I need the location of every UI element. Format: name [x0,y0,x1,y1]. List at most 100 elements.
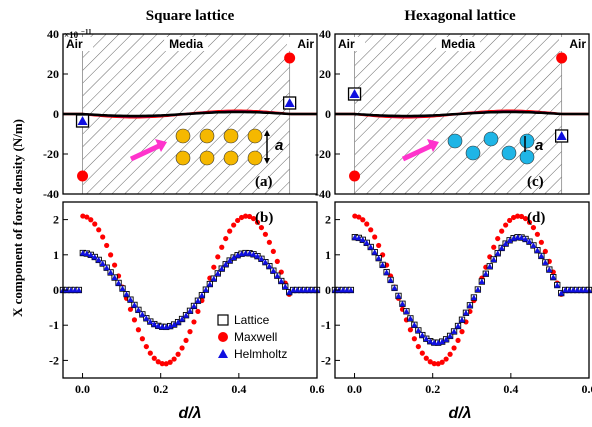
helmholtz-point [478,278,485,285]
maxwell-point [100,234,106,240]
panel-c: Air Media Air a -40 -20 0 20 40 (c) [315,27,590,201]
legend-helmholtz-marker [218,349,228,358]
helmholtz-point [423,335,430,342]
maxwell-point [372,234,378,240]
maxwell-point [419,350,425,356]
maxwell-point [171,356,177,362]
y-tick-label: 20 [47,67,59,81]
maxwell-point [423,355,429,361]
region-label-media: Media [441,37,475,51]
maxwell-point [223,235,229,242]
helmholtz-point [159,323,166,330]
maxwell-point [235,217,241,224]
lattice-particle [199,128,215,144]
helmholtz-point [246,250,253,256]
helmholtz-point [562,287,569,293]
lattice-particle [223,150,239,166]
helmholtz-point [282,283,289,290]
x-axis-label-left: d/λ [178,405,201,422]
helmholtz-point [518,234,525,241]
helmholtz-point [558,290,565,296]
helmholtz-point [294,287,301,293]
helmholtz-point [538,252,545,259]
helmholtz-point [119,285,126,292]
lattice-particle [247,128,263,144]
helmholtz-point [167,323,174,329]
y-tick-label: 20 [319,67,331,81]
helmholtz-point [347,287,354,293]
helmholtz-point [194,297,201,304]
maxwell-point [455,337,461,344]
helmholtz-point [302,287,309,293]
axes-frame [62,33,318,195]
spacing-arrowhead-down [264,158,270,164]
helmholtz-point [506,237,513,243]
helmholtz-point [371,249,378,255]
maxwell-point [258,224,265,231]
region-label-air: Air [297,37,314,51]
panel-d: 0.0 0.2 0.4 0.6 -2 -1 0 1 2 (d) [321,201,592,396]
legend-maxwell-marker [218,332,228,342]
maxwell-point [556,52,568,64]
helmholtz-point [566,287,573,293]
lattice-particle [223,128,239,144]
helmholtz-point [262,259,269,265]
maxwell-point [538,239,544,245]
lattice-particle [465,145,481,161]
maxwell-point [499,228,505,234]
helmholtz-point [115,279,122,286]
helmholtz-point [455,323,462,329]
maxwell-point [451,345,457,351]
maxwell-point [151,355,157,361]
helmholtz-point [391,284,398,291]
y-tick-label: -1 [49,318,59,332]
helmholtz-point [210,275,217,282]
helmholtz-point [254,253,261,259]
maxwell-point [179,345,185,351]
maxwell-point [542,248,548,255]
maxwell-point [518,213,525,220]
helmholtz-point [218,265,225,272]
helmholtz-point [266,263,273,269]
helmholtz-point [470,294,477,301]
helmholtz-point [103,264,110,271]
maxwell-point [443,356,449,362]
lattice-particle [501,145,517,161]
x-tick-label: 0.0 [347,382,362,396]
helmholtz-point [427,338,434,344]
maxwell-point [175,351,181,357]
region-label-bg [436,37,481,51]
helmholtz-point [550,274,557,280]
helmholtz-point [498,244,505,251]
helmholtz-point [351,234,358,240]
y-tick-label: -40 [43,187,59,201]
maxwell-point [435,361,441,367]
x-tick-label: 0.2 [425,382,440,396]
helmholtz-point [111,274,118,281]
legend-lattice-marker [217,314,229,326]
helmholtz-point [447,332,454,339]
axes-frame [334,33,590,195]
helmholtz-point [226,257,233,264]
panel-label: (d) [527,210,545,226]
helmholtz-point [419,332,426,338]
helmholtz-point [306,287,313,293]
helmholtz-point [83,250,90,257]
y-tick-label: 40 [47,27,59,41]
y-tick-label: 0 [325,283,331,297]
maxwell-point [530,224,537,231]
lattice-constant-label: a [535,137,543,154]
helmholtz-point [482,270,489,277]
helmholtz-point [343,287,350,293]
y-tick-label: -20 [315,147,331,161]
maxwell-point [191,319,197,325]
helmholtz-point [582,287,589,293]
maxwell-point [139,336,145,342]
lattice-particle [483,131,499,147]
helmholtz-point [67,287,74,293]
helmholtz-point [367,244,374,250]
maxwell-point [143,343,149,350]
incident-arrowhead [155,139,167,152]
helmholtz-point [411,321,418,328]
y-tick-label: -2 [321,353,331,367]
